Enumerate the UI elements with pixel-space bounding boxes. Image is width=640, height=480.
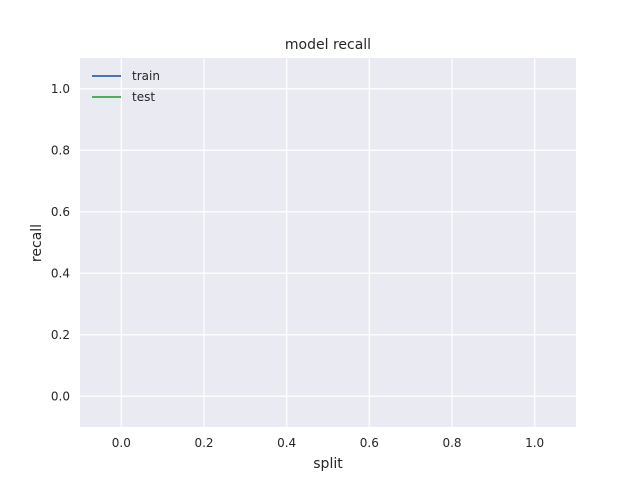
x-tick-label: 1.0 (525, 436, 544, 450)
chart-title: model recall (285, 37, 371, 53)
y-tick-label: 1.0 (51, 82, 70, 96)
y-tick-label: 0.0 (51, 389, 70, 403)
y-tick-label: 0.6 (51, 205, 70, 219)
y-axis-label: recall (29, 224, 45, 262)
x-tick-label: 0.6 (360, 436, 379, 450)
grid-lines (80, 58, 576, 427)
y-tick-label: 0.2 (51, 328, 70, 342)
x-tick-label: 0.4 (277, 436, 296, 450)
legend: train test (92, 69, 160, 104)
x-tick-label: 0.0 (112, 436, 131, 450)
x-axis-ticks: 0.0 0.2 0.4 0.6 0.8 1.0 (112, 436, 544, 450)
legend-label-train: train (132, 69, 160, 83)
plot-area (80, 58, 576, 427)
y-tick-label: 0.4 (51, 266, 70, 280)
x-tick-label: 0.8 (442, 436, 461, 450)
y-axis-ticks: 0.0 0.2 0.4 0.6 0.8 1.0 (51, 82, 70, 404)
legend-label-test: test (132, 90, 155, 104)
y-tick-label: 0.8 (51, 143, 70, 157)
x-axis-label: split (313, 456, 343, 472)
x-tick-label: 0.2 (194, 436, 213, 450)
